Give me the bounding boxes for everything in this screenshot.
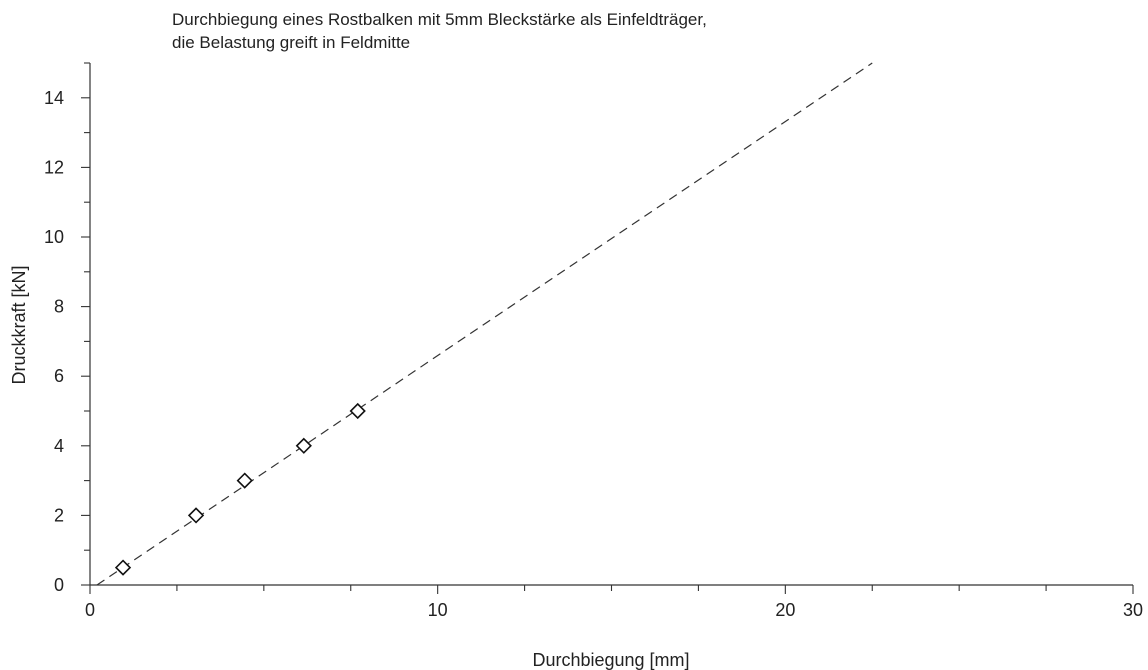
x-tick-label: 30 [1123, 600, 1143, 620]
axes: 0 10 20 30 0 2 4 6 8 10 12 14 [44, 62, 1143, 620]
chart-title: Durchbiegung eines Rostbalken mit 5mm Bl… [172, 8, 707, 54]
y-tick-label: 12 [44, 157, 64, 177]
data-point [295, 437, 312, 454]
chart-title-line-2: die Belastung greift in Feldmitte [172, 33, 411, 52]
data-points [114, 402, 366, 576]
y-tick-label: 0 [54, 575, 64, 595]
trendline-layer [96, 62, 873, 586]
y-tick-label: 4 [54, 436, 64, 456]
y-tick-label: 8 [54, 297, 64, 317]
x-tick-label: 10 [428, 600, 448, 620]
x-tick-label: 20 [775, 600, 795, 620]
data-point [349, 402, 366, 420]
y-tick-label: 2 [54, 505, 64, 525]
y-tick-label: 14 [44, 88, 64, 108]
trendline [96, 62, 873, 586]
x-axis-label: Durchbiegung [mm] [532, 650, 689, 670]
data-point [236, 472, 253, 489]
data-point [187, 507, 205, 524]
y-tick-label: 10 [44, 227, 64, 247]
chart-title-line-1: Durchbiegung eines Rostbalken mit 5mm Bl… [172, 10, 707, 29]
y-tick-label: 6 [54, 366, 64, 386]
y-axis-label: Druckkraft [kN] [9, 265, 29, 384]
x-tick-label: 0 [85, 600, 95, 620]
data-point [114, 559, 132, 576]
